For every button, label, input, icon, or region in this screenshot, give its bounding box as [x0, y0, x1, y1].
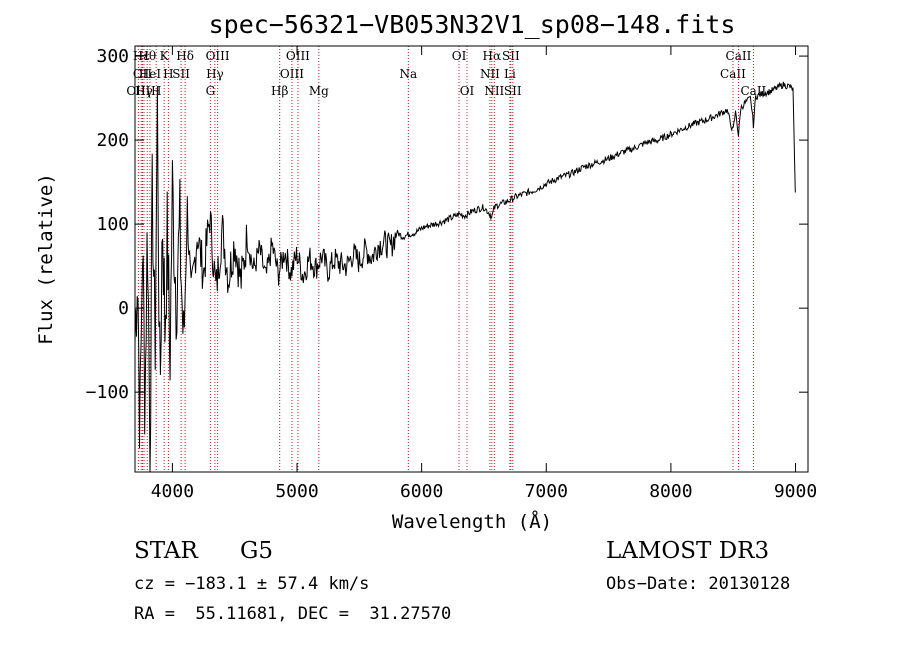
- object-class: STAR: [134, 538, 198, 564]
- redshift-velocity: cz = −183.1 ± 57.4 km/s: [134, 574, 370, 594]
- observation-date: Obs−Date: 20130128: [606, 574, 791, 594]
- y-tick-label: 300: [96, 46, 129, 67]
- spectral-line-label: NII: [480, 67, 500, 81]
- spectral-line-label: G: [206, 84, 216, 98]
- plot-frame: [134, 45, 809, 473]
- spectral-line-label: Hγ: [206, 67, 224, 81]
- spectral-line-label: H: [163, 67, 173, 81]
- chart-title: spec−56321−VB053N32V1_sp08−148.fits: [209, 10, 736, 39]
- y-tick-label: −100: [86, 382, 129, 403]
- spectral-line-label: NII: [484, 84, 504, 98]
- spectral-line-label: Hγ: [135, 84, 153, 98]
- spectral-line-label: SII: [502, 49, 520, 63]
- x-tick-label: 4000: [151, 481, 194, 502]
- x-tick-label: 8000: [649, 481, 692, 502]
- spectral-line-label: H: [151, 84, 161, 98]
- spectral-line-label: Hδ: [176, 49, 194, 63]
- y-tick-label: 200: [96, 130, 129, 151]
- flux-line: [134, 81, 796, 473]
- x-tick-label: 6000: [400, 481, 443, 502]
- y-axis-label: Flux (relative): [35, 173, 57, 345]
- spectral-line-label: Hθ: [138, 49, 156, 63]
- coordinates: RA = 55.11681, DEC = 31.27570: [134, 604, 452, 624]
- spectral-line-label: K: [160, 49, 170, 63]
- spectral-line-label: OI: [452, 49, 467, 63]
- y-tick-label: 100: [96, 214, 129, 235]
- x-tick-label: 5000: [275, 481, 318, 502]
- spectral-line-label: OIII: [286, 49, 310, 63]
- spectral-line-label: HeI: [139, 67, 162, 81]
- spectral-line-label: Hβ: [271, 84, 288, 98]
- spectral-line-label: SII: [172, 67, 190, 81]
- object-subclass: G5: [240, 538, 274, 564]
- spectral-line-label: CaII: [720, 67, 746, 81]
- spectral-line-label: Li: [504, 67, 516, 81]
- x-axis-label: Wavelength (Å): [392, 510, 552, 533]
- y-tick-label: 0: [118, 298, 129, 319]
- spectral-line-label: OI: [460, 84, 475, 98]
- spectral-line-label: OIII: [206, 49, 230, 63]
- survey-name: LAMOST DR3: [606, 538, 770, 564]
- spectral-line-label: CaII: [726, 49, 752, 63]
- axis-ticks: 4000 5000 6000 7000 8000 9000 −100 0 100 200 300: [86, 46, 817, 502]
- spectral-line-label: SII: [504, 84, 522, 98]
- spectral-line-label: Hα: [483, 49, 502, 63]
- spectral-line-label: Mg: [309, 84, 329, 98]
- x-tick-label: 7000: [525, 481, 568, 502]
- spectral-line-label: OIII: [126, 84, 150, 98]
- x-tick-label: 9000: [774, 481, 817, 502]
- spectral-line-label: OIII: [280, 67, 304, 81]
- spectral-line-markers: OIIIHεOIIHγHθHeIHKSIIHδHGHγOIIIHβOIIIOII…: [126, 46, 767, 472]
- flux-series: [134, 81, 796, 473]
- spectral-line-label: Na: [399, 67, 417, 81]
